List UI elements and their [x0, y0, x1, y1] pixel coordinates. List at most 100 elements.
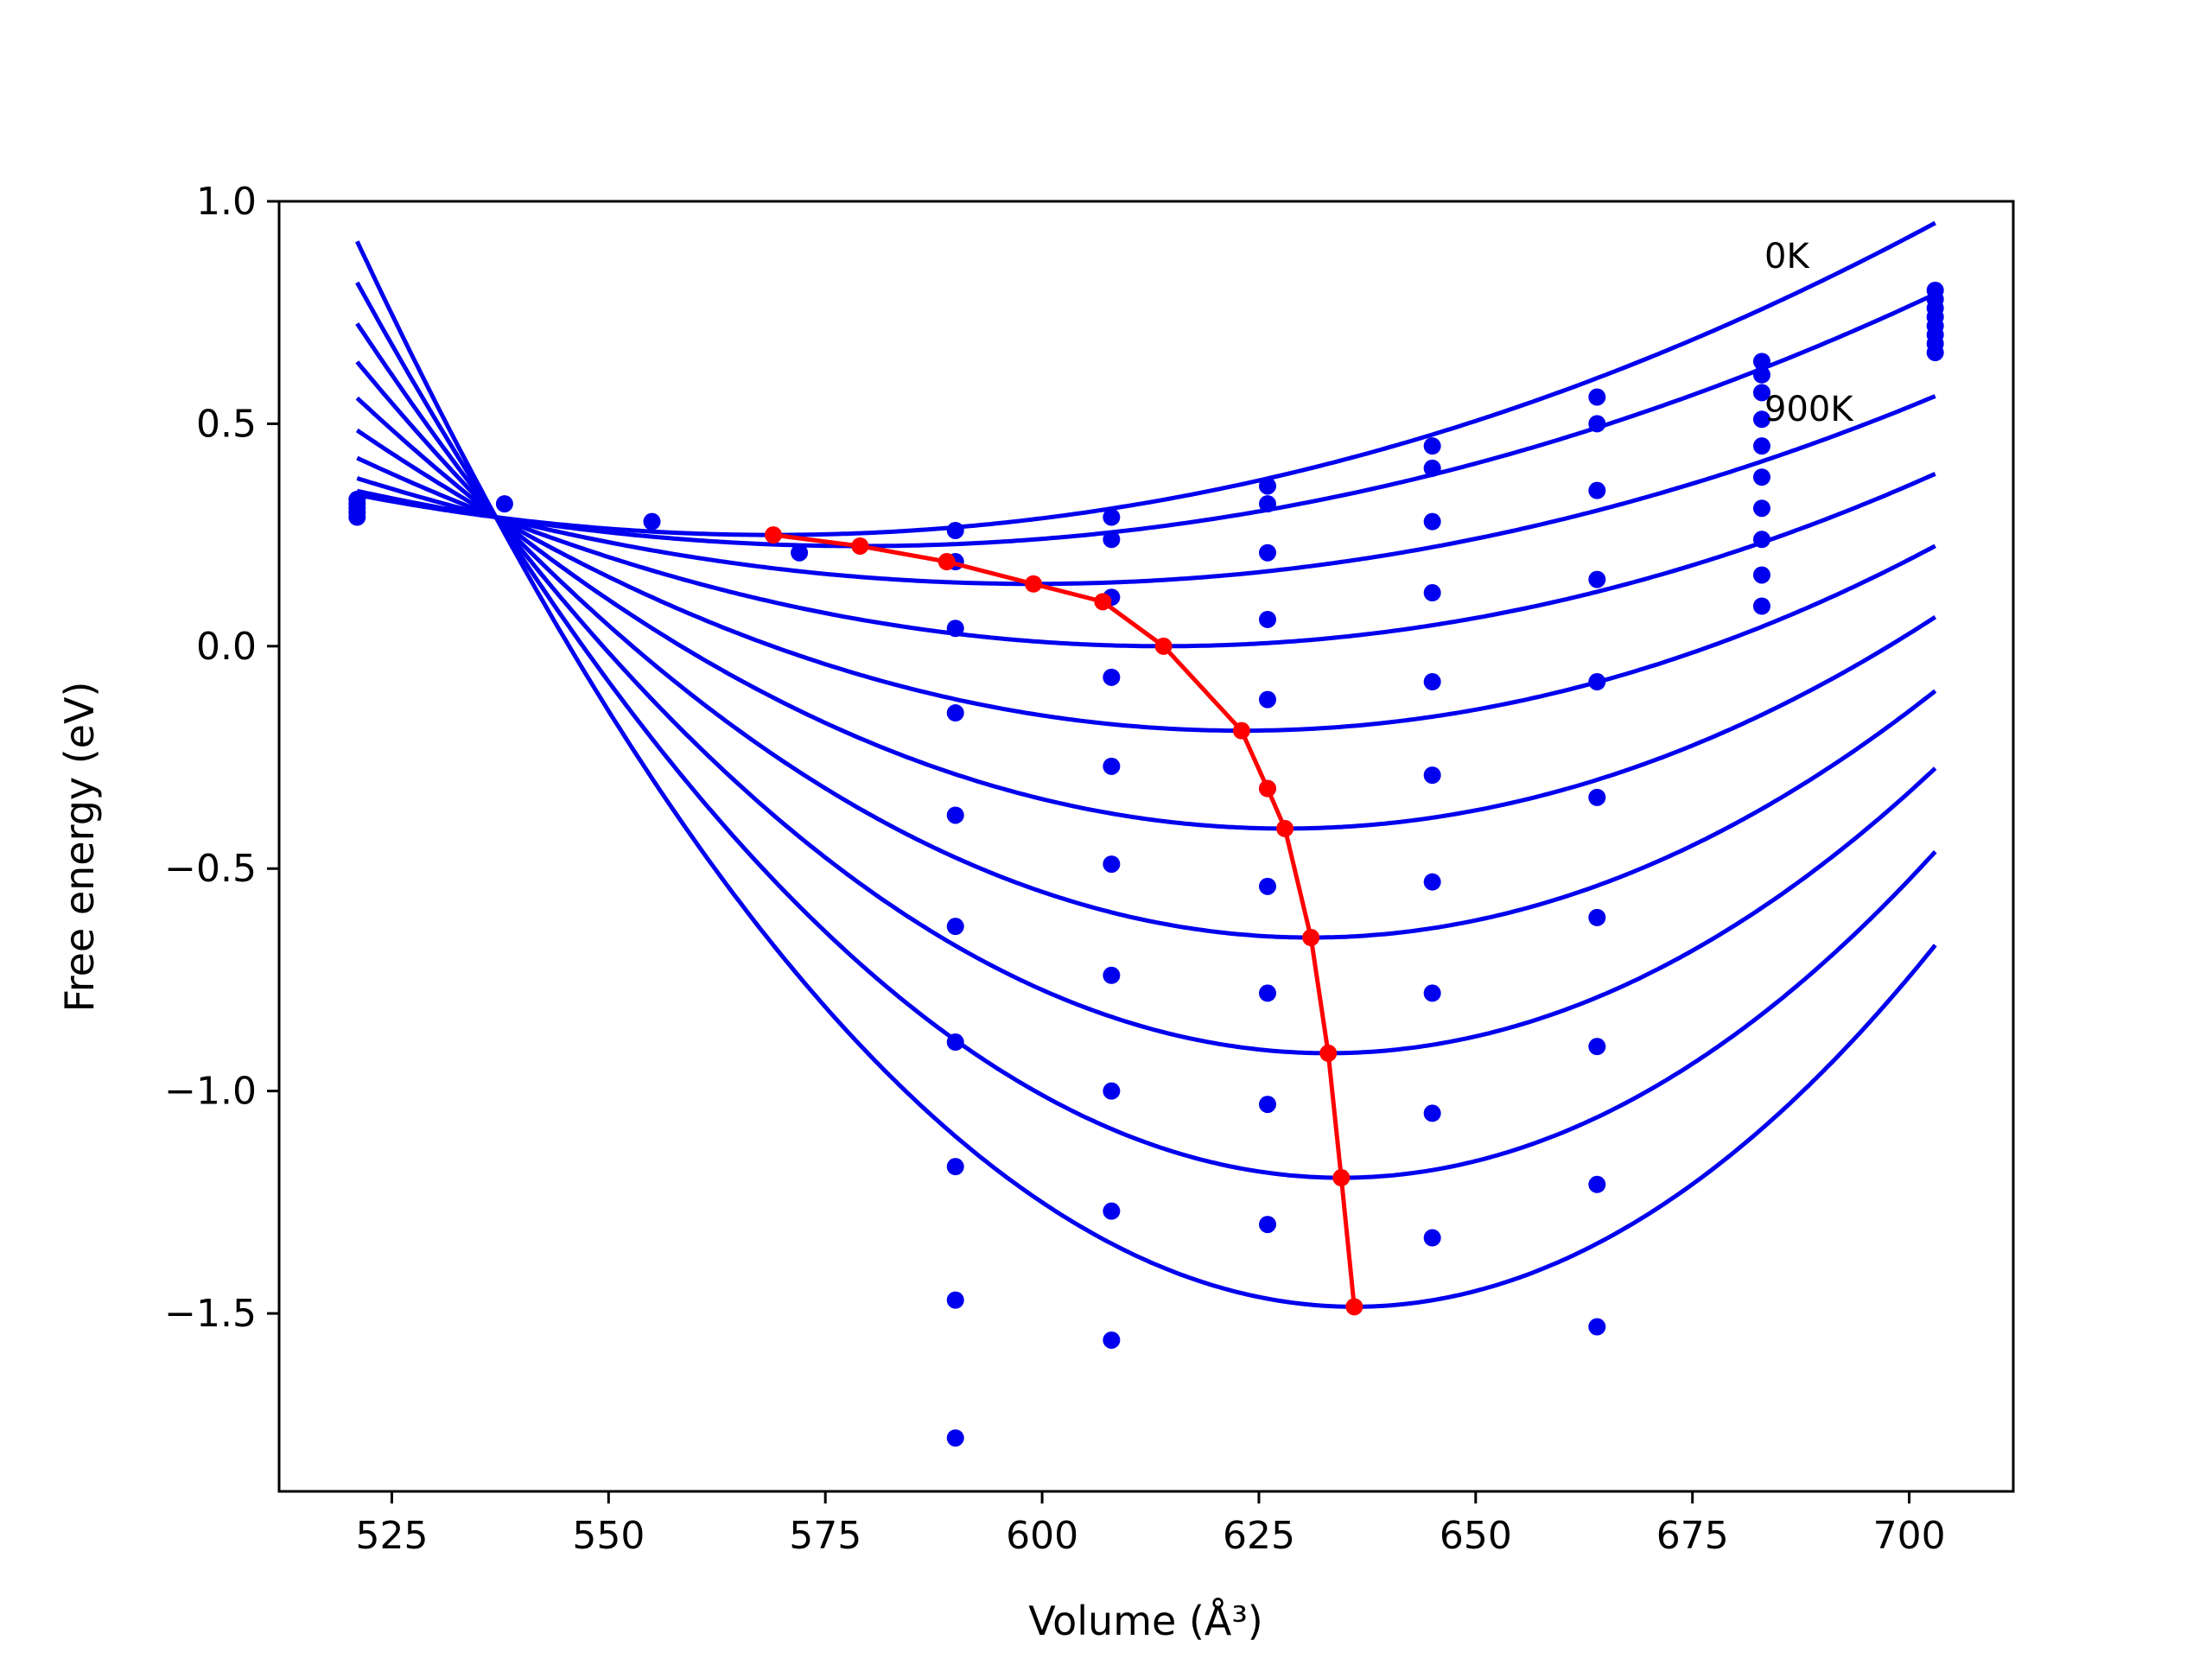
scatter-point: [495, 495, 513, 513]
fit-curve-8: [355, 281, 1937, 1180]
scatter-point: [946, 521, 964, 539]
scatter-point: [1752, 531, 1770, 549]
scatter-point: [1588, 1038, 1606, 1056]
scatter-point: [1752, 597, 1770, 615]
scatter-point: [1752, 410, 1770, 429]
scatter-point: [1752, 365, 1770, 384]
x-tick-label: 675: [1656, 1514, 1729, 1558]
scatter-point: [1103, 1082, 1121, 1100]
scatter-point: [946, 620, 964, 638]
scatter-point: [1752, 499, 1770, 518]
fit-curve-0: [356, 220, 1936, 537]
scatter-point: [946, 704, 964, 722]
fit-curve-1: [356, 292, 1936, 549]
scatter-point: [1588, 388, 1606, 406]
scatter-point: [1423, 459, 1441, 477]
minimum-point: [764, 526, 782, 544]
scatter-point: [1423, 1104, 1441, 1122]
scatter-point: [946, 1158, 964, 1176]
minimum-point: [1154, 637, 1173, 655]
x-tick-label: 575: [789, 1514, 861, 1558]
scatter-point: [1103, 966, 1121, 984]
scatter-point: [1423, 584, 1441, 602]
scatter-point: [946, 1033, 964, 1052]
minimum-point: [1258, 779, 1276, 798]
y-tick-label: 0.5: [196, 402, 257, 446]
y-tick-label: 0.0: [196, 625, 257, 669]
scatter-point: [1423, 512, 1441, 531]
scatter-point: [1423, 673, 1441, 691]
scatter-point: [1588, 908, 1606, 926]
scatter-point: [1103, 855, 1121, 874]
minimum-line-group: [764, 526, 1363, 1316]
scatter-point: [1103, 531, 1121, 549]
fit-curve-2: [356, 394, 1936, 587]
y-tick-label: −0.5: [164, 847, 257, 891]
scatter-point: [1423, 1229, 1441, 1247]
fit-curve-4: [355, 428, 1936, 734]
x-tick-label: 625: [1223, 1514, 1295, 1558]
scatter-point: [348, 490, 366, 508]
scatter-point: [1258, 1216, 1276, 1234]
fit-curve-6: [355, 360, 1937, 940]
y-axis-ticks: 1.0 0.5 0.0 −0.5 −1.0 −1.5: [164, 180, 279, 1336]
scatter-point: [1103, 1331, 1121, 1349]
minimum-point: [1319, 1044, 1338, 1062]
scatter-point: [1588, 415, 1606, 433]
fit-curves: [355, 220, 1937, 1309]
scatter-point: [1588, 1175, 1606, 1193]
fit-curve-5: [355, 396, 1937, 831]
scatter-point: [1588, 1318, 1606, 1336]
scatter-point: [1103, 757, 1121, 775]
fit-curve-9: [355, 240, 1937, 1309]
y-tick-label: −1.0: [164, 1070, 257, 1114]
scatter-point: [1752, 566, 1770, 584]
scatter-point: [1423, 766, 1441, 785]
minimum-point: [851, 537, 869, 555]
scatter-point: [1258, 610, 1276, 628]
minimum-point: [1345, 1298, 1363, 1316]
x-tick-label: 650: [1440, 1514, 1512, 1558]
scatter-point: [1752, 437, 1770, 455]
fit-curve-3: [356, 455, 1936, 649]
scatter-point: [1258, 495, 1276, 513]
scatter-points: [348, 281, 1944, 1447]
plot-frame: [277, 200, 2015, 1493]
scatter-point: [1103, 668, 1121, 686]
scatter-point: [946, 806, 964, 824]
x-tick-label: 600: [1006, 1514, 1078, 1558]
scatter-point: [1258, 877, 1276, 895]
scatter-point: [1588, 788, 1606, 806]
minimum-point: [1025, 575, 1043, 593]
x-tick-label: 550: [572, 1514, 645, 1558]
minimum-point: [1276, 819, 1294, 837]
scatter-point: [1588, 481, 1606, 499]
minimum-point: [1232, 721, 1250, 740]
y-tick-label: 1.0: [196, 180, 257, 224]
scatter-point: [946, 1429, 964, 1447]
x-axis-label: Volume (Å³): [1028, 1598, 1263, 1644]
scatter-point: [643, 512, 661, 531]
scatter-point: [1752, 384, 1770, 402]
scatter-point: [1752, 468, 1770, 486]
scatter-point: [1423, 984, 1441, 1002]
scatter-point: [946, 1291, 964, 1309]
scatter-point: [1588, 570, 1606, 588]
scatter-point: [1258, 543, 1276, 562]
scatter-point: [946, 918, 964, 936]
x-tick-label: 525: [355, 1514, 428, 1558]
scatter-point: [1258, 984, 1276, 1002]
scatter-point: [1103, 1202, 1121, 1220]
x-axis-ticks: 525 550 575 600 625 650 675 700: [355, 1491, 1946, 1558]
minimum-line: [772, 532, 1357, 1307]
scatter-point: [1258, 690, 1276, 709]
scatter-point: [1423, 437, 1441, 455]
y-tick-label: −1.5: [164, 1292, 257, 1336]
scatter-point: [1258, 1096, 1276, 1114]
scatter-point: [1103, 508, 1121, 526]
fit-curve-7: [355, 322, 1937, 1056]
scatter-point: [1588, 673, 1606, 691]
annotation-0k: 0K: [1764, 237, 1810, 276]
minimum-point: [1094, 593, 1112, 611]
